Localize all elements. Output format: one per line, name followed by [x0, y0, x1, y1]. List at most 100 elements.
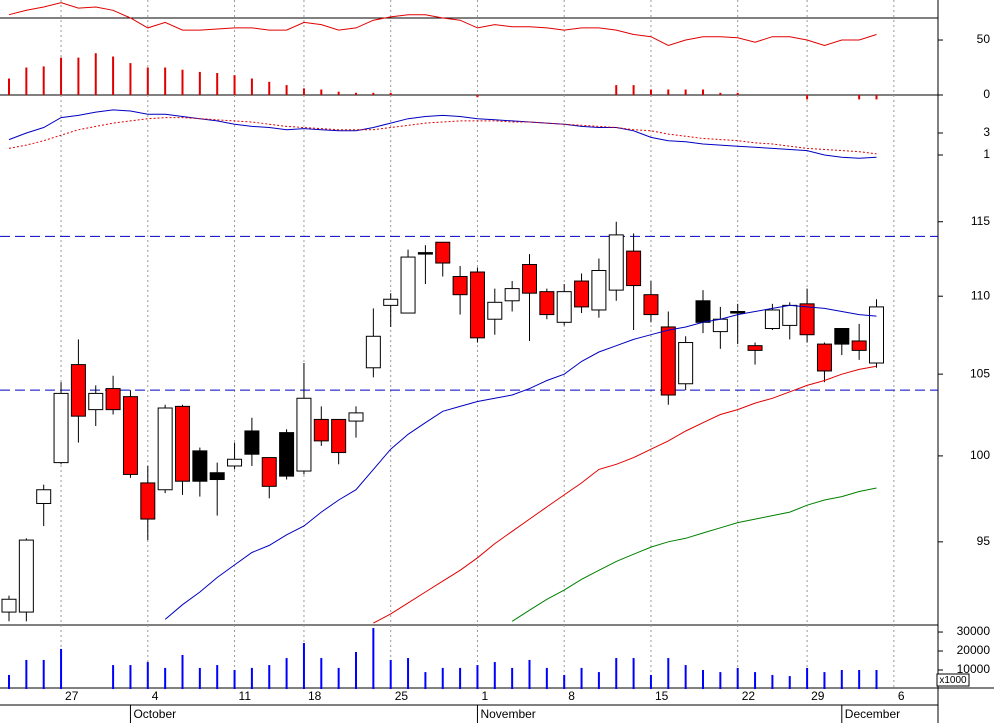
candle-body — [209, 472, 225, 481]
y-tick-label: 20000 — [957, 643, 991, 657]
volume-bar — [545, 667, 548, 689]
y-tick-label: 50 — [977, 32, 991, 46]
candle-body — [417, 252, 433, 255]
y-tick-label: 1 — [983, 147, 990, 161]
x-tick-label: 4 — [152, 689, 159, 703]
oscillator-bar — [702, 89, 704, 95]
candle-body — [452, 276, 468, 296]
candle-body — [816, 343, 832, 372]
candle-body — [140, 482, 156, 520]
line-series — [511, 487, 877, 622]
candle-body — [851, 340, 867, 351]
volume-bar — [198, 667, 201, 689]
oscillator-bar — [684, 89, 687, 95]
month-label: November — [480, 707, 535, 721]
volume-bar — [25, 659, 28, 689]
volume-bar — [684, 665, 687, 689]
oscillator-bar — [719, 92, 722, 95]
volume-bar — [511, 667, 514, 689]
oscillator-bar — [129, 63, 132, 95]
candle-body — [36, 489, 52, 504]
volume-bar — [250, 667, 253, 689]
volume-bar — [597, 672, 600, 689]
volume-bar — [528, 659, 531, 689]
x-tick-label: 11 — [239, 689, 252, 703]
candle-body — [591, 270, 607, 311]
oscillator-bar — [355, 92, 357, 95]
volume-bar — [285, 658, 288, 689]
candle-body — [157, 407, 173, 491]
oscillator-bar — [615, 85, 618, 95]
month-label: December — [845, 707, 900, 721]
y-tick-label: 105 — [970, 366, 990, 380]
oscillator-bar — [736, 92, 739, 95]
oscillator-bar — [667, 89, 670, 95]
candle-body — [227, 458, 243, 467]
volume-bar — [840, 670, 843, 689]
x-tick-label: 29 — [811, 689, 825, 703]
volume-bar — [216, 665, 219, 689]
volume-bar — [268, 665, 271, 689]
unit-label: x1000 — [939, 675, 967, 686]
x-tick-label: 8 — [568, 689, 575, 703]
line-series — [8, 2, 877, 47]
candle-body — [244, 430, 260, 455]
volume-bar — [754, 672, 757, 689]
oscillator-bar — [632, 85, 635, 95]
oscillator-bar — [372, 92, 375, 95]
oscillator-bar — [216, 73, 219, 95]
volume-bar — [476, 665, 479, 689]
candle-body — [331, 418, 347, 454]
candle-body — [348, 412, 364, 422]
candle-body — [175, 405, 190, 482]
volume-bar — [389, 659, 392, 689]
oscillator-bar — [233, 75, 236, 95]
volume-bar — [459, 667, 462, 689]
volume-bar — [788, 676, 791, 689]
oscillator-bar — [285, 85, 288, 95]
volume-bar — [355, 651, 357, 689]
volume-bar — [181, 655, 184, 689]
candle-body — [695, 300, 711, 323]
candle-body — [487, 301, 503, 320]
volume-bar — [858, 670, 861, 689]
volume-bar — [806, 667, 809, 689]
oscillator-bar — [146, 67, 149, 95]
x-tick-label: 25 — [395, 689, 409, 703]
volume-bar — [129, 665, 132, 689]
candle-body — [782, 304, 798, 326]
candle-body — [296, 397, 312, 472]
line-series — [373, 365, 877, 624]
line-series — [8, 109, 877, 159]
candle-body — [279, 432, 295, 477]
candle-body — [556, 291, 572, 323]
volume-bar — [8, 674, 10, 689]
volume-bar — [60, 648, 63, 689]
volume-bar — [146, 662, 149, 689]
candle-body — [764, 309, 780, 330]
candle-body — [660, 326, 676, 396]
candle-body — [435, 241, 451, 264]
candle-body — [70, 364, 86, 417]
y-tick-label: 100 — [970, 448, 990, 462]
y-tick-label: 110 — [971, 288, 990, 302]
candle-body — [261, 457, 277, 487]
candle-body — [678, 342, 694, 385]
volume-bar — [233, 670, 236, 689]
x-tick-label: 27 — [65, 689, 79, 703]
candle-body — [18, 539, 34, 613]
candle-body — [539, 291, 555, 316]
volume-bar — [719, 672, 722, 689]
volume-bar — [441, 667, 444, 689]
oscillator-bar — [476, 95, 479, 98]
volume-bar — [337, 667, 340, 689]
candle-body — [643, 294, 659, 316]
candle-body — [747, 345, 763, 351]
volume-bar — [164, 667, 167, 689]
candle-body — [192, 450, 208, 482]
y-tick-label: 115 — [971, 214, 990, 228]
oscillator-bar — [77, 57, 80, 95]
oscillator-bar — [164, 67, 167, 95]
candle-body — [1, 598, 17, 613]
